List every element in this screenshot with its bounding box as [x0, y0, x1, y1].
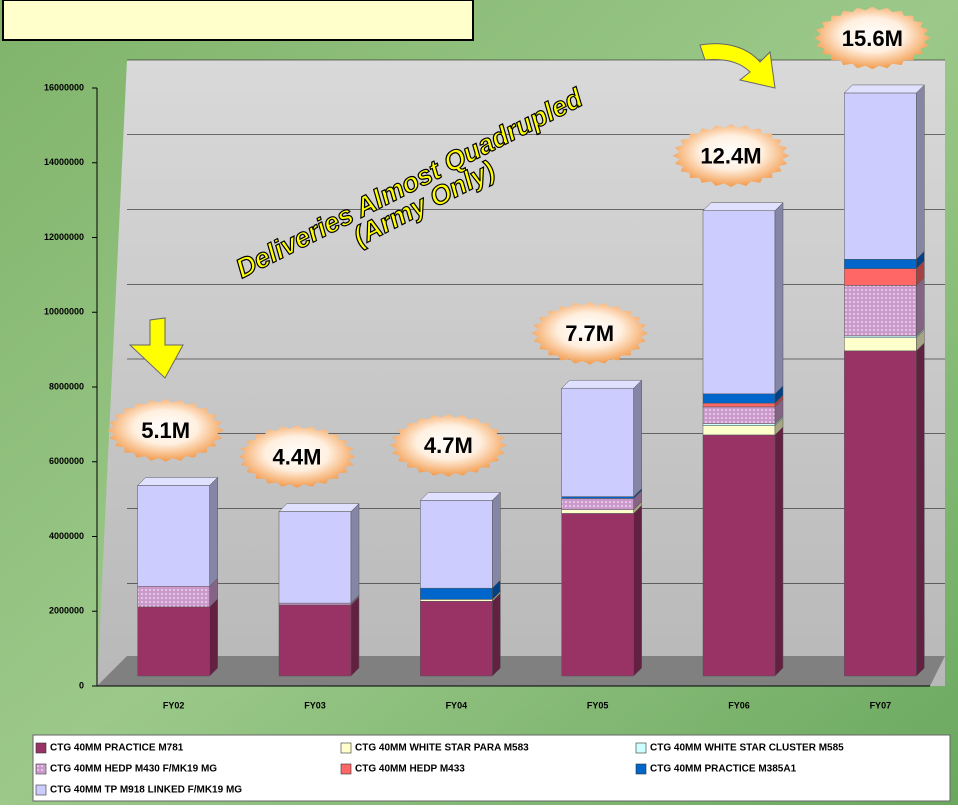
- bar-segment: [420, 588, 492, 599]
- bar-segment: [279, 512, 351, 604]
- legend-swatch: [36, 743, 46, 753]
- legend-label: CTG 40MM HEDP M430 F/MK19 MG: [50, 764, 217, 775]
- plot-wall: [97, 60, 945, 686]
- y-tick-label: 14000000: [44, 157, 84, 167]
- bar-segment: [844, 336, 916, 338]
- bar-segment: [138, 607, 210, 676]
- bar-segment: [844, 269, 916, 286]
- bar-segment: [562, 498, 634, 509]
- callout-label: 12.4M: [700, 143, 761, 168]
- bar-segment: [703, 403, 775, 407]
- bar-segment: [562, 510, 634, 514]
- callout-label: 4.4M: [273, 444, 322, 469]
- x-tick-label: FY05: [587, 700, 609, 710]
- y-tick-label: 0: [79, 680, 84, 690]
- y-tick-label: 2000000: [49, 606, 84, 616]
- bar-segment: [703, 424, 775, 426]
- legend-swatch: [341, 743, 351, 753]
- bar-segment: [703, 407, 775, 424]
- bar-top: [703, 203, 783, 211]
- bar-segment: [420, 601, 492, 676]
- plot-floor: [97, 656, 945, 686]
- bar-segment: [138, 586, 210, 607]
- bar-segment: [420, 599, 492, 601]
- bar-side: [634, 380, 642, 496]
- bar-top: [844, 85, 924, 93]
- y-tick-label: 12000000: [44, 232, 84, 242]
- bar-side: [351, 597, 359, 676]
- legend-label: CTG 40MM WHITE STAR CLUSTER M585: [650, 743, 844, 754]
- bar-segment: [279, 603, 351, 605]
- bar-segment: [844, 93, 916, 259]
- legend-label: CTG 40MM PRACTICE M781: [50, 743, 184, 754]
- bar-side: [351, 504, 359, 604]
- bar-side: [916, 343, 924, 676]
- legend-label: CTG 40MM PRACTICE M385A1: [650, 764, 797, 775]
- bar-segment: [562, 513, 634, 676]
- bar-side: [634, 505, 642, 676]
- bar-side: [916, 277, 924, 335]
- bar-side: [492, 593, 500, 676]
- title-box: [3, 0, 473, 40]
- bar-top: [279, 504, 359, 512]
- bar-segment: [844, 259, 916, 268]
- callout-label: 7.7M: [565, 321, 614, 346]
- bar-segment: [703, 426, 775, 435]
- bar-segment: [562, 388, 634, 496]
- bar-segment: [844, 351, 916, 676]
- y-tick-label: 16000000: [44, 82, 84, 92]
- legend-swatch: [636, 743, 646, 753]
- bar-segment: [562, 497, 634, 499]
- bar-side: [492, 492, 500, 588]
- bar-side: [210, 599, 218, 676]
- y-tick-label: 6000000: [49, 456, 84, 466]
- x-tick-label: FY03: [304, 700, 326, 710]
- y-tick-label: 4000000: [49, 531, 84, 541]
- legend-label: CTG 40MM TP M918 LINKED F/MK19 MG: [50, 785, 242, 796]
- callout-label: 5.1M: [141, 418, 190, 443]
- callout-label: 4.7M: [424, 433, 473, 458]
- legend-swatch: [636, 764, 646, 774]
- x-tick-label: FY02: [163, 700, 185, 710]
- bar-segment: [279, 605, 351, 676]
- bar-top: [138, 477, 218, 485]
- legend-label: CTG 40MM HEDP M433: [355, 764, 465, 775]
- bar-segment: [844, 285, 916, 335]
- bar-segment: [703, 211, 775, 394]
- bar-segment: [420, 500, 492, 588]
- bar-side: [210, 477, 218, 586]
- bar-segment: [703, 394, 775, 403]
- bar-segment: [138, 485, 210, 586]
- x-tick-label: FY06: [728, 700, 750, 710]
- bar-top: [420, 492, 500, 500]
- bar-side: [916, 85, 924, 259]
- bar-segment: [844, 338, 916, 351]
- legend-swatch: [341, 764, 351, 774]
- chart: 0 2000000 4000000 6000000 8000000 10000000 120…: [0, 0, 958, 805]
- legend-label: CTG 40MM WHITE STAR PARA M583: [355, 743, 529, 754]
- bar-top: [562, 380, 642, 388]
- bar-side: [775, 427, 783, 676]
- bar-side: [775, 203, 783, 394]
- y-tick-label: 10000000: [44, 307, 84, 317]
- legend-swatch: [36, 764, 46, 774]
- x-tick-label: FY04: [446, 700, 468, 710]
- y-tick-label: 8000000: [49, 381, 84, 391]
- callout-label: 15.6M: [842, 26, 903, 51]
- bar-segment: [703, 435, 775, 676]
- x-tick-label: FY07: [870, 700, 892, 710]
- legend-swatch: [36, 785, 46, 795]
